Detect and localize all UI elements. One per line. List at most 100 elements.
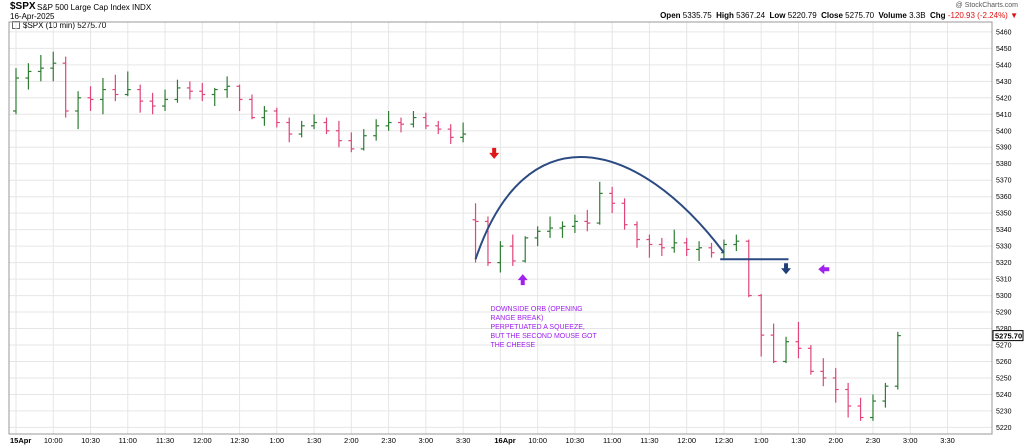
y-tick-label: 5290 <box>996 310 1012 317</box>
ohlc-bar <box>733 234 740 252</box>
ohlc-bar <box>534 226 541 247</box>
x-tick-label: 10:00 <box>44 436 63 445</box>
annotations: DOWNSIDE ORB (OPENING RANGE BREAK) PERPETU… <box>474 147 830 349</box>
ohlc-bar <box>398 117 405 133</box>
ohlc-bar <box>484 216 491 266</box>
ohlc-bar <box>795 321 802 359</box>
high-value: 5367.24 <box>736 11 766 20</box>
ohlc-bar <box>385 110 392 131</box>
ohlc-bar <box>124 71 131 97</box>
ohlc-bar <box>646 234 653 258</box>
arrow-up-purple-icon <box>517 274 528 286</box>
y-tick-label: 5340 <box>996 227 1012 234</box>
ohlc-bar <box>696 241 703 261</box>
ohlc-bar <box>224 76 231 98</box>
y-tick-label: 5270 <box>996 343 1012 350</box>
x-tick-label: 10:30 <box>81 436 100 445</box>
close-label: Close <box>821 11 843 20</box>
ohlc-bar <box>373 119 380 141</box>
arrow-down-blue-icon <box>781 263 792 275</box>
y-tick-label: 5410 <box>996 112 1012 119</box>
ohlc-bar <box>845 382 852 418</box>
high-label: High <box>716 11 734 20</box>
ohlc-bar <box>894 331 901 390</box>
x-tick-label: 1:30 <box>791 436 806 445</box>
y-tick-label: 5220 <box>996 425 1012 432</box>
plot-frame <box>8 21 993 435</box>
ohlc-bar <box>410 110 417 128</box>
symbol-label: $SPX <box>10 1 36 12</box>
stockcharts-credit: @ StockCharts.com <box>955 2 1018 9</box>
ohlc-bar <box>360 129 367 151</box>
ohlc-bar <box>857 397 864 421</box>
y-tick-label: 5460 <box>996 29 1012 36</box>
ohlc-bar <box>99 78 106 115</box>
x-tick-label: 1:00 <box>270 436 285 445</box>
ohlc-bar <box>596 181 603 225</box>
ohlc-bar <box>25 63 32 90</box>
ohlc-bar <box>522 236 529 263</box>
y-tick-label: 5330 <box>996 244 1012 251</box>
legend-label: $SPX (10 min) 5275.70 <box>23 21 107 30</box>
ohlc-bar <box>571 214 578 233</box>
y-tick-label: 5250 <box>996 375 1012 382</box>
x-tick-label: 1:30 <box>307 436 322 445</box>
low-value: 5220.79 <box>787 11 817 20</box>
ohlc-bar <box>584 209 591 232</box>
x-tick-label: 11:30 <box>156 436 174 445</box>
ohlc-bar <box>37 54 44 82</box>
ohlc-bar <box>248 94 255 120</box>
ohlc-bar <box>869 394 876 421</box>
y-tick-label: 5450 <box>996 46 1012 53</box>
y-tick-label: 5380 <box>996 161 1012 168</box>
x-tick-label: 1:00 <box>754 436 769 445</box>
x-tick-label: 12:30 <box>230 436 249 445</box>
squeeze-arc <box>474 156 725 260</box>
y-tick-label: 5350 <box>996 211 1012 218</box>
x-tick-label: 12:00 <box>193 436 212 445</box>
ohlc-bar <box>112 74 119 102</box>
y-tick-label: 5400 <box>996 128 1012 135</box>
ohlc-bar <box>758 293 765 357</box>
ohlc-bar <box>708 242 715 258</box>
ohlc-bar <box>273 107 280 128</box>
y-tick-label: 5360 <box>996 194 1012 201</box>
y-tick-label: 5370 <box>996 178 1012 185</box>
annotation-line: DOWNSIDE ORB (OPENING <box>490 306 582 313</box>
index-full-name: S&P 500 Large Cap Index <box>37 3 130 12</box>
y-tick-label: 5260 <box>996 359 1012 366</box>
ohlc-readout: Open 5335.75 High 5367.24 Low 5220.79 Cl… <box>660 11 1018 20</box>
x-tick-label: 3:00 <box>903 436 918 445</box>
ohlc-bar <box>671 229 678 253</box>
ohlc-bar <box>745 239 752 298</box>
y-tick-label: 5280 <box>996 326 1012 333</box>
x-tick-label: 15Apr <box>10 436 31 445</box>
ohlc-bar <box>62 56 69 118</box>
ohlc-bar <box>621 198 628 230</box>
y-tick-label: 5320 <box>996 260 1012 267</box>
annotation-line: PERPETUATED A SQUEEZE, <box>490 324 584 331</box>
x-tick-label: 3:00 <box>419 436 434 445</box>
x-tick-label: 10:00 <box>528 436 547 445</box>
volume-label: Volume <box>878 11 907 20</box>
y-tick-label: 5390 <box>996 145 1012 152</box>
y-axis: 5220 5230 5240 5250 5260 5270 5280 5290 5300 5310… <box>992 29 1024 432</box>
ohlc-bar <box>149 92 156 115</box>
x-tick-label: 3:30 <box>456 436 471 445</box>
chg-label: Chg <box>930 11 946 20</box>
x-tick-label: 11:00 <box>603 436 621 445</box>
annotation-line: BUT THE SECOND MOUSE GOT <box>490 333 597 340</box>
ohlc-bar <box>832 368 839 403</box>
annotation-line: THE CHEESE <box>490 342 535 349</box>
volume-value: 3.3B <box>909 11 926 20</box>
open-label: Open <box>660 11 681 20</box>
exchange-code: INDX <box>132 3 152 12</box>
ohlc-bar <box>137 84 144 113</box>
ohlc-bar <box>770 323 777 364</box>
ohlc-bar <box>447 124 454 144</box>
ohlc-bar <box>311 114 318 130</box>
x-tick-label: 16Apr <box>494 436 515 445</box>
ohlc-bar <box>634 221 640 248</box>
x-tick-label: 3:30 <box>940 436 955 445</box>
y-tick-label: 5430 <box>996 79 1012 86</box>
